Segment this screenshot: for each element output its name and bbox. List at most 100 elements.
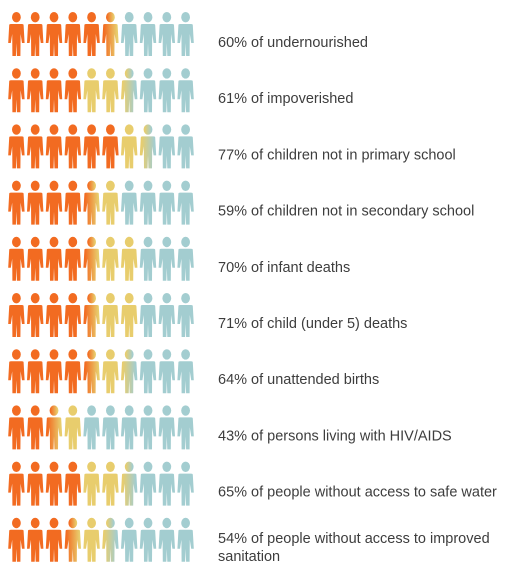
person-icon <box>45 517 63 562</box>
row-label: 59% of children not in secondary school <box>218 204 474 220</box>
person-icon <box>83 293 100 337</box>
person-icon <box>121 68 138 113</box>
person-icon <box>121 293 138 337</box>
row-label: 71% of child (under 5) deaths <box>218 316 407 332</box>
person-icon <box>177 236 194 281</box>
person-icon <box>64 68 81 113</box>
person-icon <box>102 349 119 394</box>
person-icon <box>139 68 157 113</box>
person-icon <box>177 12 194 56</box>
pictograph-row: 54% of people without access to improved… <box>8 517 490 565</box>
person-icon <box>27 236 44 281</box>
person-icon <box>45 180 63 225</box>
row-label: 54% of people without access to improved <box>218 531 490 547</box>
person-icon <box>64 405 81 450</box>
person-icon <box>45 405 63 450</box>
person-icon <box>102 180 119 225</box>
pictograph-row: 77% of children not in primary school <box>8 124 456 169</box>
person-icon <box>8 405 25 450</box>
person-icon <box>83 349 100 394</box>
pictograph-row: 64% of unattended births <box>8 349 379 394</box>
person-icon <box>139 293 157 337</box>
person-icon <box>27 124 44 169</box>
person-icon <box>158 461 175 506</box>
row-label: 43% of persons living with HIV/AIDS <box>218 428 452 444</box>
person-icon <box>64 180 81 225</box>
person-icon <box>45 124 63 169</box>
person-icon <box>27 180 44 225</box>
person-icon <box>139 461 157 506</box>
person-icon <box>8 236 25 281</box>
person-icon <box>177 349 194 394</box>
person-icon <box>83 405 100 450</box>
person-icon <box>121 349 138 394</box>
person-icon <box>177 517 194 562</box>
person-icon <box>45 68 63 113</box>
person-icon <box>121 180 138 225</box>
person-icon <box>102 124 119 169</box>
person-icon <box>139 517 157 562</box>
person-icon <box>64 293 81 337</box>
pictograph-row: 61% of impoverished <box>8 68 353 113</box>
person-icon <box>45 293 63 337</box>
person-icon <box>83 517 100 562</box>
person-icon <box>177 405 194 450</box>
person-icon <box>83 180 100 225</box>
row-label: 65% of people without access to safe wat… <box>218 485 497 501</box>
person-icon <box>121 124 138 169</box>
person-icon <box>139 180 157 225</box>
person-icon <box>177 180 194 225</box>
person-icon <box>64 349 81 394</box>
person-icon <box>158 124 175 169</box>
person-icon <box>121 461 138 506</box>
person-icon <box>64 12 81 56</box>
person-icon <box>64 124 81 169</box>
pictograph-row: 60% of undernourished <box>8 12 368 56</box>
person-icon <box>121 517 138 562</box>
person-icon <box>102 293 119 337</box>
person-icon <box>177 68 194 113</box>
person-icon <box>139 236 157 281</box>
person-icon <box>177 293 194 337</box>
person-icon <box>102 405 119 450</box>
pictograph-row: 71% of child (under 5) deaths <box>8 293 407 337</box>
person-icon <box>83 68 100 113</box>
person-icon <box>83 236 100 281</box>
person-icon <box>83 124 100 169</box>
person-icon <box>27 461 44 506</box>
pictograph-row: 59% of children not in secondary school <box>8 180 474 225</box>
person-icon <box>64 236 81 281</box>
person-icon <box>83 12 100 56</box>
person-icon <box>45 461 63 506</box>
person-icon <box>158 349 175 394</box>
person-icon <box>27 293 44 337</box>
person-icon <box>64 517 81 562</box>
rows-layer: 60% of undernourished 61% of impoverished… <box>8 12 497 565</box>
person-icon <box>27 517 44 562</box>
person-icon <box>139 124 157 169</box>
person-icon <box>177 461 194 506</box>
person-icon <box>139 12 157 56</box>
person-icon <box>45 12 63 56</box>
person-icon <box>8 124 25 169</box>
person-icon <box>121 405 138 450</box>
person-icon <box>27 12 44 56</box>
pictograph-row: 43% of persons living with HIV/AIDS <box>8 405 452 450</box>
person-icon <box>27 349 44 394</box>
person-icon <box>158 405 175 450</box>
person-icon <box>139 349 157 394</box>
person-icon <box>8 68 25 113</box>
person-icon <box>8 349 25 394</box>
person-icon <box>45 349 63 394</box>
row-label: 61% of impoverished <box>218 91 353 107</box>
person-icon <box>8 180 25 225</box>
person-icon <box>102 461 119 506</box>
person-icon <box>139 405 157 450</box>
row-label: 77% of children not in primary school <box>218 147 456 163</box>
person-icon <box>27 405 44 450</box>
person-icon <box>8 293 25 337</box>
pictograph-row: 65% of people without access to safe wat… <box>8 461 497 506</box>
person-icon <box>27 68 44 113</box>
row-label: 64% of unattended births <box>218 372 379 388</box>
